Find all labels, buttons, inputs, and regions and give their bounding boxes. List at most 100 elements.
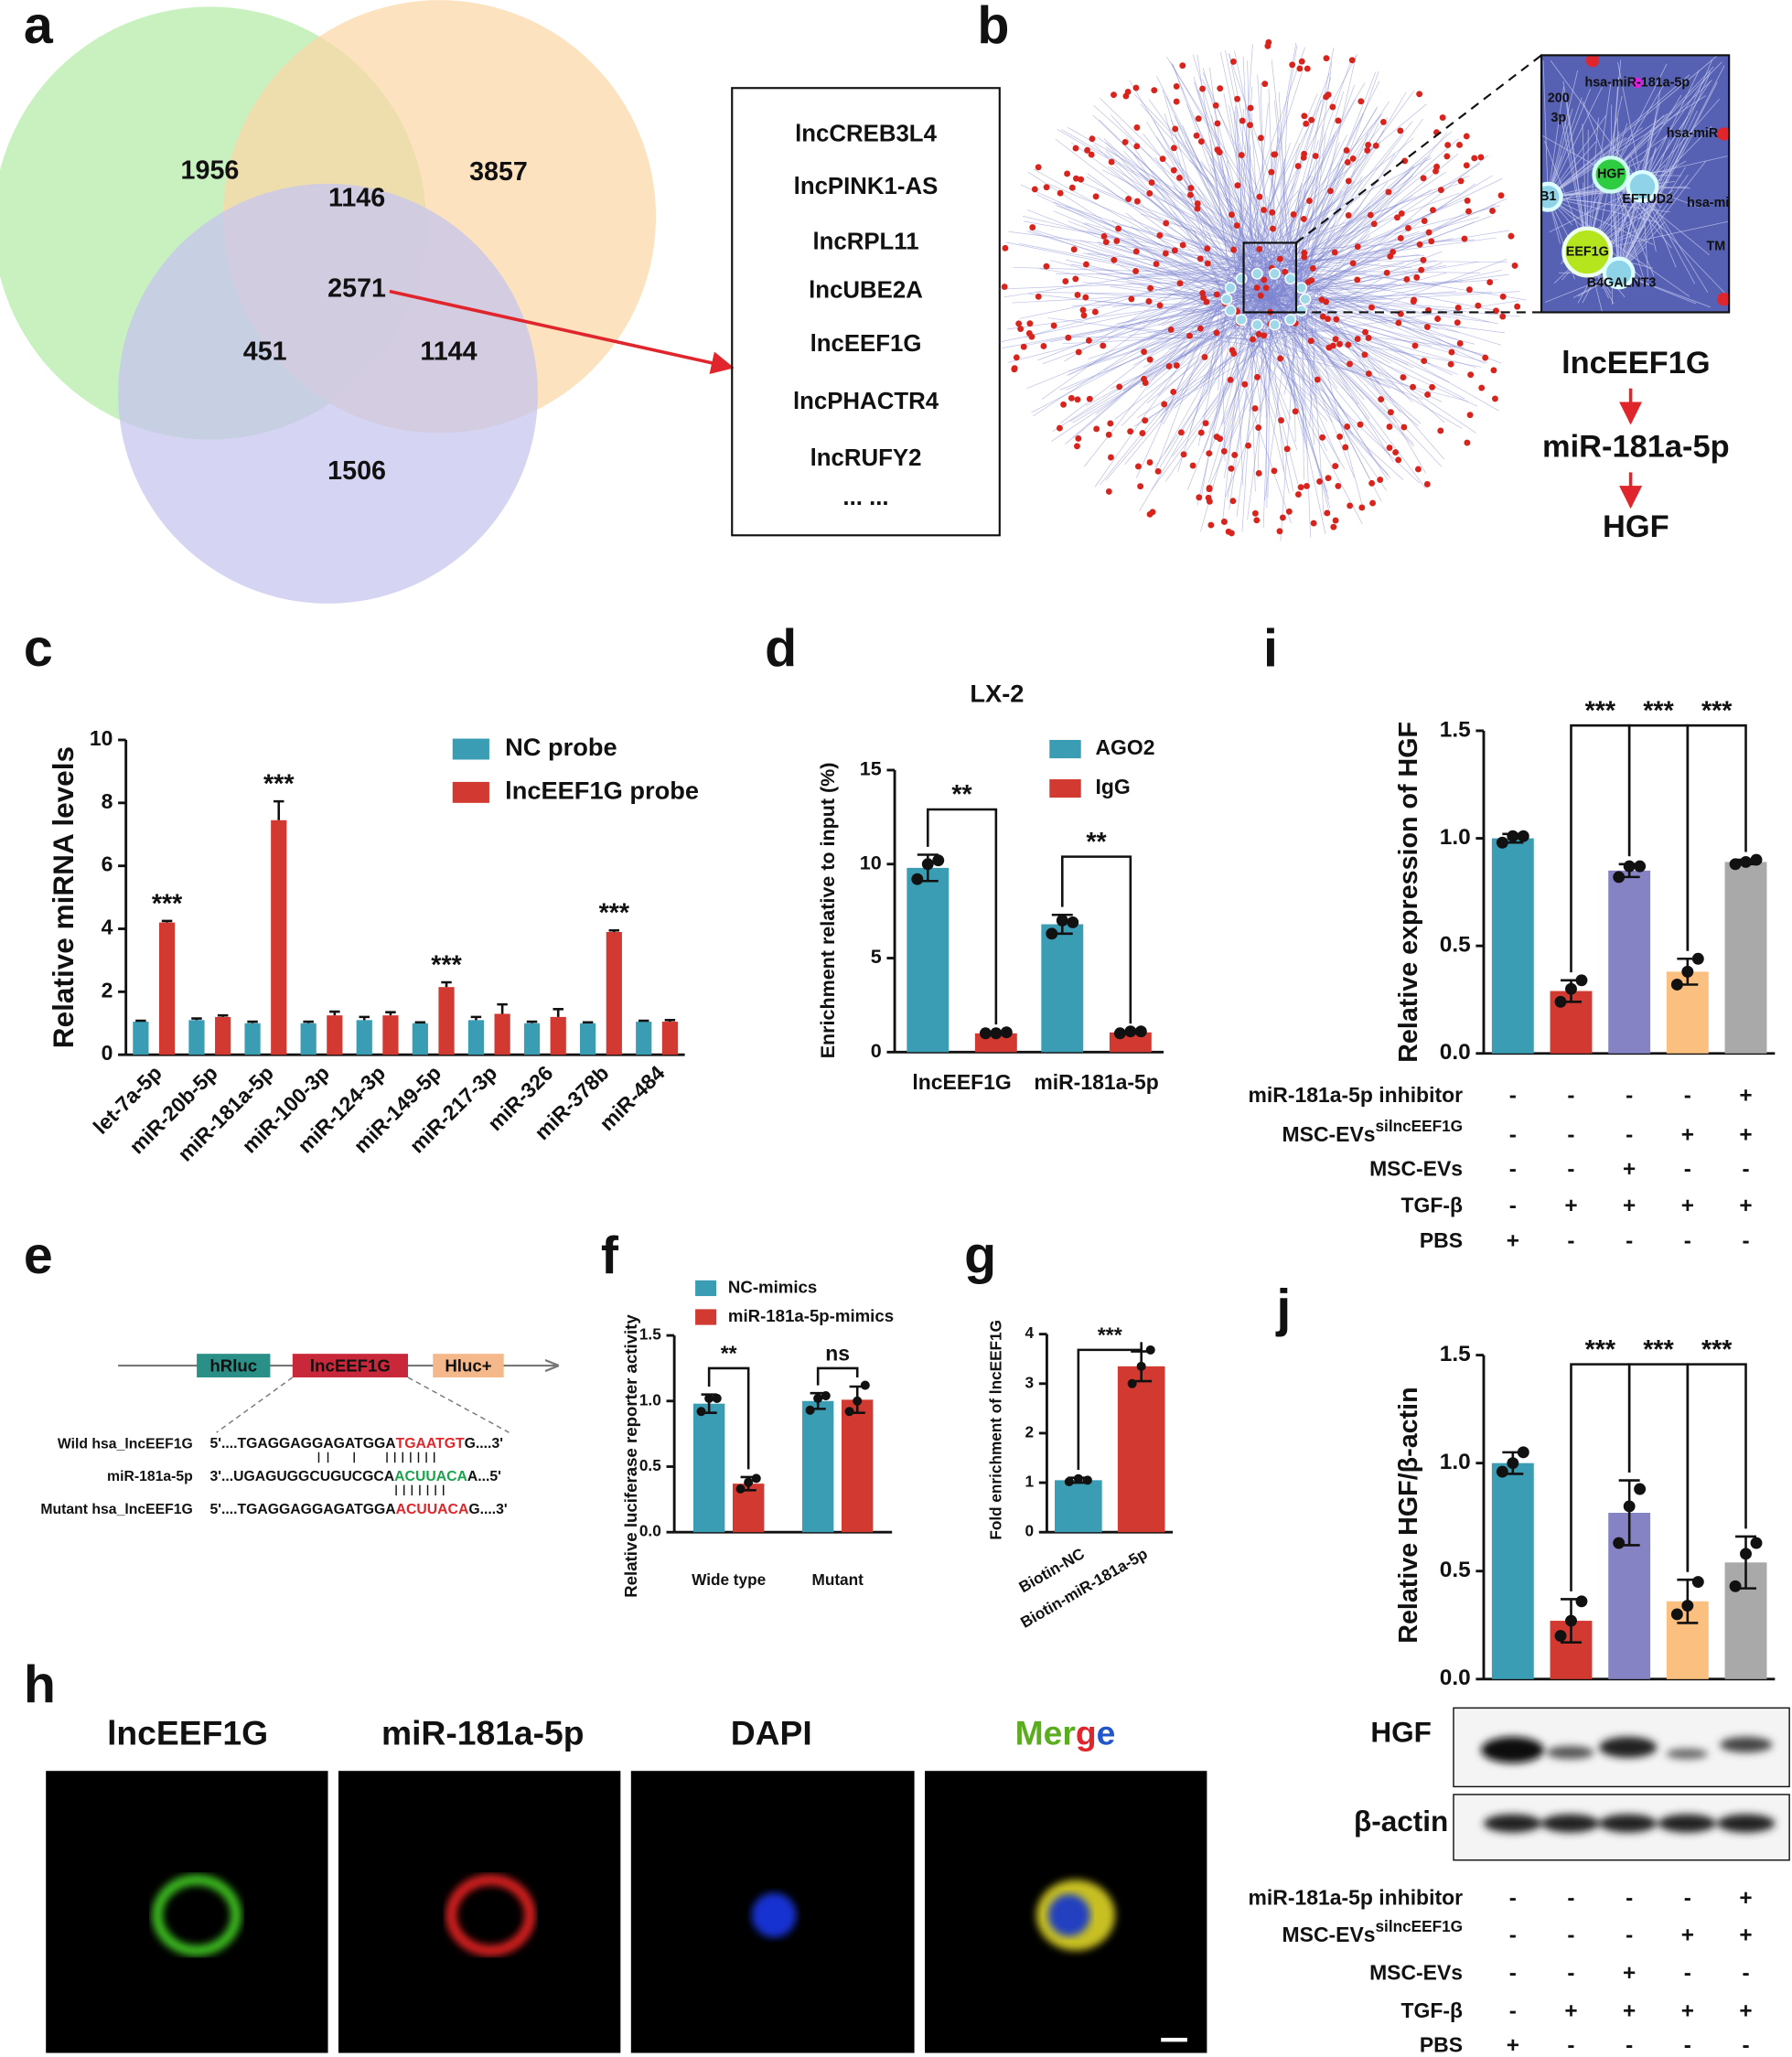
edge: [1289, 291, 1457, 304]
condition-sign: -: [1567, 1123, 1574, 1148]
node: [1295, 305, 1308, 317]
edge: [1019, 242, 1266, 293]
edge: [1314, 283, 1426, 474]
node: [1065, 334, 1072, 341]
node: [1345, 211, 1352, 219]
data-point: [1124, 1025, 1137, 1038]
y-tick-label: 0: [1025, 1522, 1035, 1540]
y-tick-label: 4: [102, 916, 113, 939]
condition-label: MSC-EVssilncEEF1G: [1282, 1117, 1464, 1147]
node: [1031, 186, 1038, 193]
node: [1254, 373, 1261, 380]
edge: [1082, 282, 1263, 301]
node: [1368, 304, 1375, 311]
node: [1271, 467, 1278, 475]
node: [1035, 293, 1042, 300]
edge: [1618, 166, 1686, 273]
significance: ***: [1701, 1335, 1733, 1365]
node: [1234, 182, 1241, 189]
edge: [1100, 268, 1277, 486]
y-axis-label: Fold enrichment of lncEEF1G: [986, 1320, 1004, 1540]
node: [1362, 328, 1368, 336]
edge: [1548, 196, 1670, 213]
node: [1717, 292, 1730, 306]
node: [1180, 451, 1187, 458]
panel-label: d: [765, 619, 797, 678]
node: [1171, 145, 1177, 152]
node: [1238, 152, 1245, 158]
node: [1398, 209, 1405, 217]
condition-sign: -: [1684, 1886, 1691, 1911]
node: [1395, 319, 1402, 327]
node: [1064, 170, 1071, 177]
panel-label: i: [1263, 619, 1278, 678]
node: [1204, 260, 1211, 267]
error-bar: [359, 1015, 370, 1021]
edge: [1261, 289, 1373, 456]
condition-label: miR-181a-5p inhibitor: [1249, 1886, 1464, 1910]
bar: [1041, 924, 1084, 1053]
condition-sign: +: [1739, 1999, 1752, 2024]
bar: [661, 1022, 679, 1055]
edge: [1228, 265, 1304, 442]
node: [1091, 308, 1099, 316]
node: [1133, 198, 1141, 205]
condition-sign: -: [1626, 1123, 1633, 1148]
node: [1383, 269, 1390, 276]
condition-sign: -: [1509, 1961, 1517, 1986]
node: [1365, 370, 1372, 378]
node: [1257, 134, 1264, 142]
edge: [1229, 327, 1256, 510]
edge: [1254, 320, 1390, 476]
edge: [1136, 334, 1269, 419]
node: [1378, 396, 1385, 403]
node: [1443, 153, 1451, 160]
edge: [1263, 177, 1503, 294]
node-label: EFTUD2: [1622, 192, 1673, 207]
node: [1304, 65, 1311, 72]
node: [1403, 276, 1411, 283]
node: [1133, 123, 1141, 131]
significance: ns: [825, 1342, 850, 1366]
band: [1483, 1814, 1542, 1833]
node: [1290, 210, 1297, 218]
data-point: [1507, 830, 1519, 842]
cell: [445, 1874, 536, 1956]
bar: [215, 1016, 231, 1055]
node: [1491, 395, 1498, 402]
condition-sign: -: [1509, 1923, 1517, 1947]
edge: [1618, 59, 1713, 273]
sequence-part: TGAATGT: [396, 1436, 465, 1452]
node: [1176, 175, 1183, 181]
node: [1159, 155, 1166, 163]
node: [1146, 459, 1154, 466]
sequence-part: G....3': [465, 1436, 503, 1452]
condition-name: PBS: [1420, 1228, 1463, 1252]
node: [1368, 479, 1376, 487]
node: [1173, 98, 1180, 105]
edge: [1047, 183, 1235, 264]
node: [1397, 127, 1404, 134]
node: [1296, 65, 1304, 72]
condition-sign: -: [1509, 1194, 1517, 1218]
sequence-part: ACUUACA: [396, 1502, 469, 1517]
node: [1301, 250, 1308, 256]
edge: [1260, 80, 1380, 317]
node: [1093, 425, 1100, 433]
node: [1020, 343, 1027, 350]
condition-label: PBS: [1420, 2032, 1463, 2056]
condition-label: PBS: [1420, 1228, 1463, 1252]
edge: [1219, 292, 1226, 462]
node: [1354, 243, 1361, 251]
edge: [1185, 141, 1257, 257]
node: [1329, 342, 1336, 349]
bar: [158, 922, 176, 1055]
node: [1314, 376, 1321, 383]
y-tick-label: 8: [102, 789, 113, 813]
edge: [1290, 176, 1413, 267]
node: [1197, 138, 1205, 145]
venn-count: 1144: [420, 337, 477, 367]
node: [1316, 477, 1323, 485]
node: [1358, 504, 1366, 511]
node: [1465, 286, 1473, 294]
